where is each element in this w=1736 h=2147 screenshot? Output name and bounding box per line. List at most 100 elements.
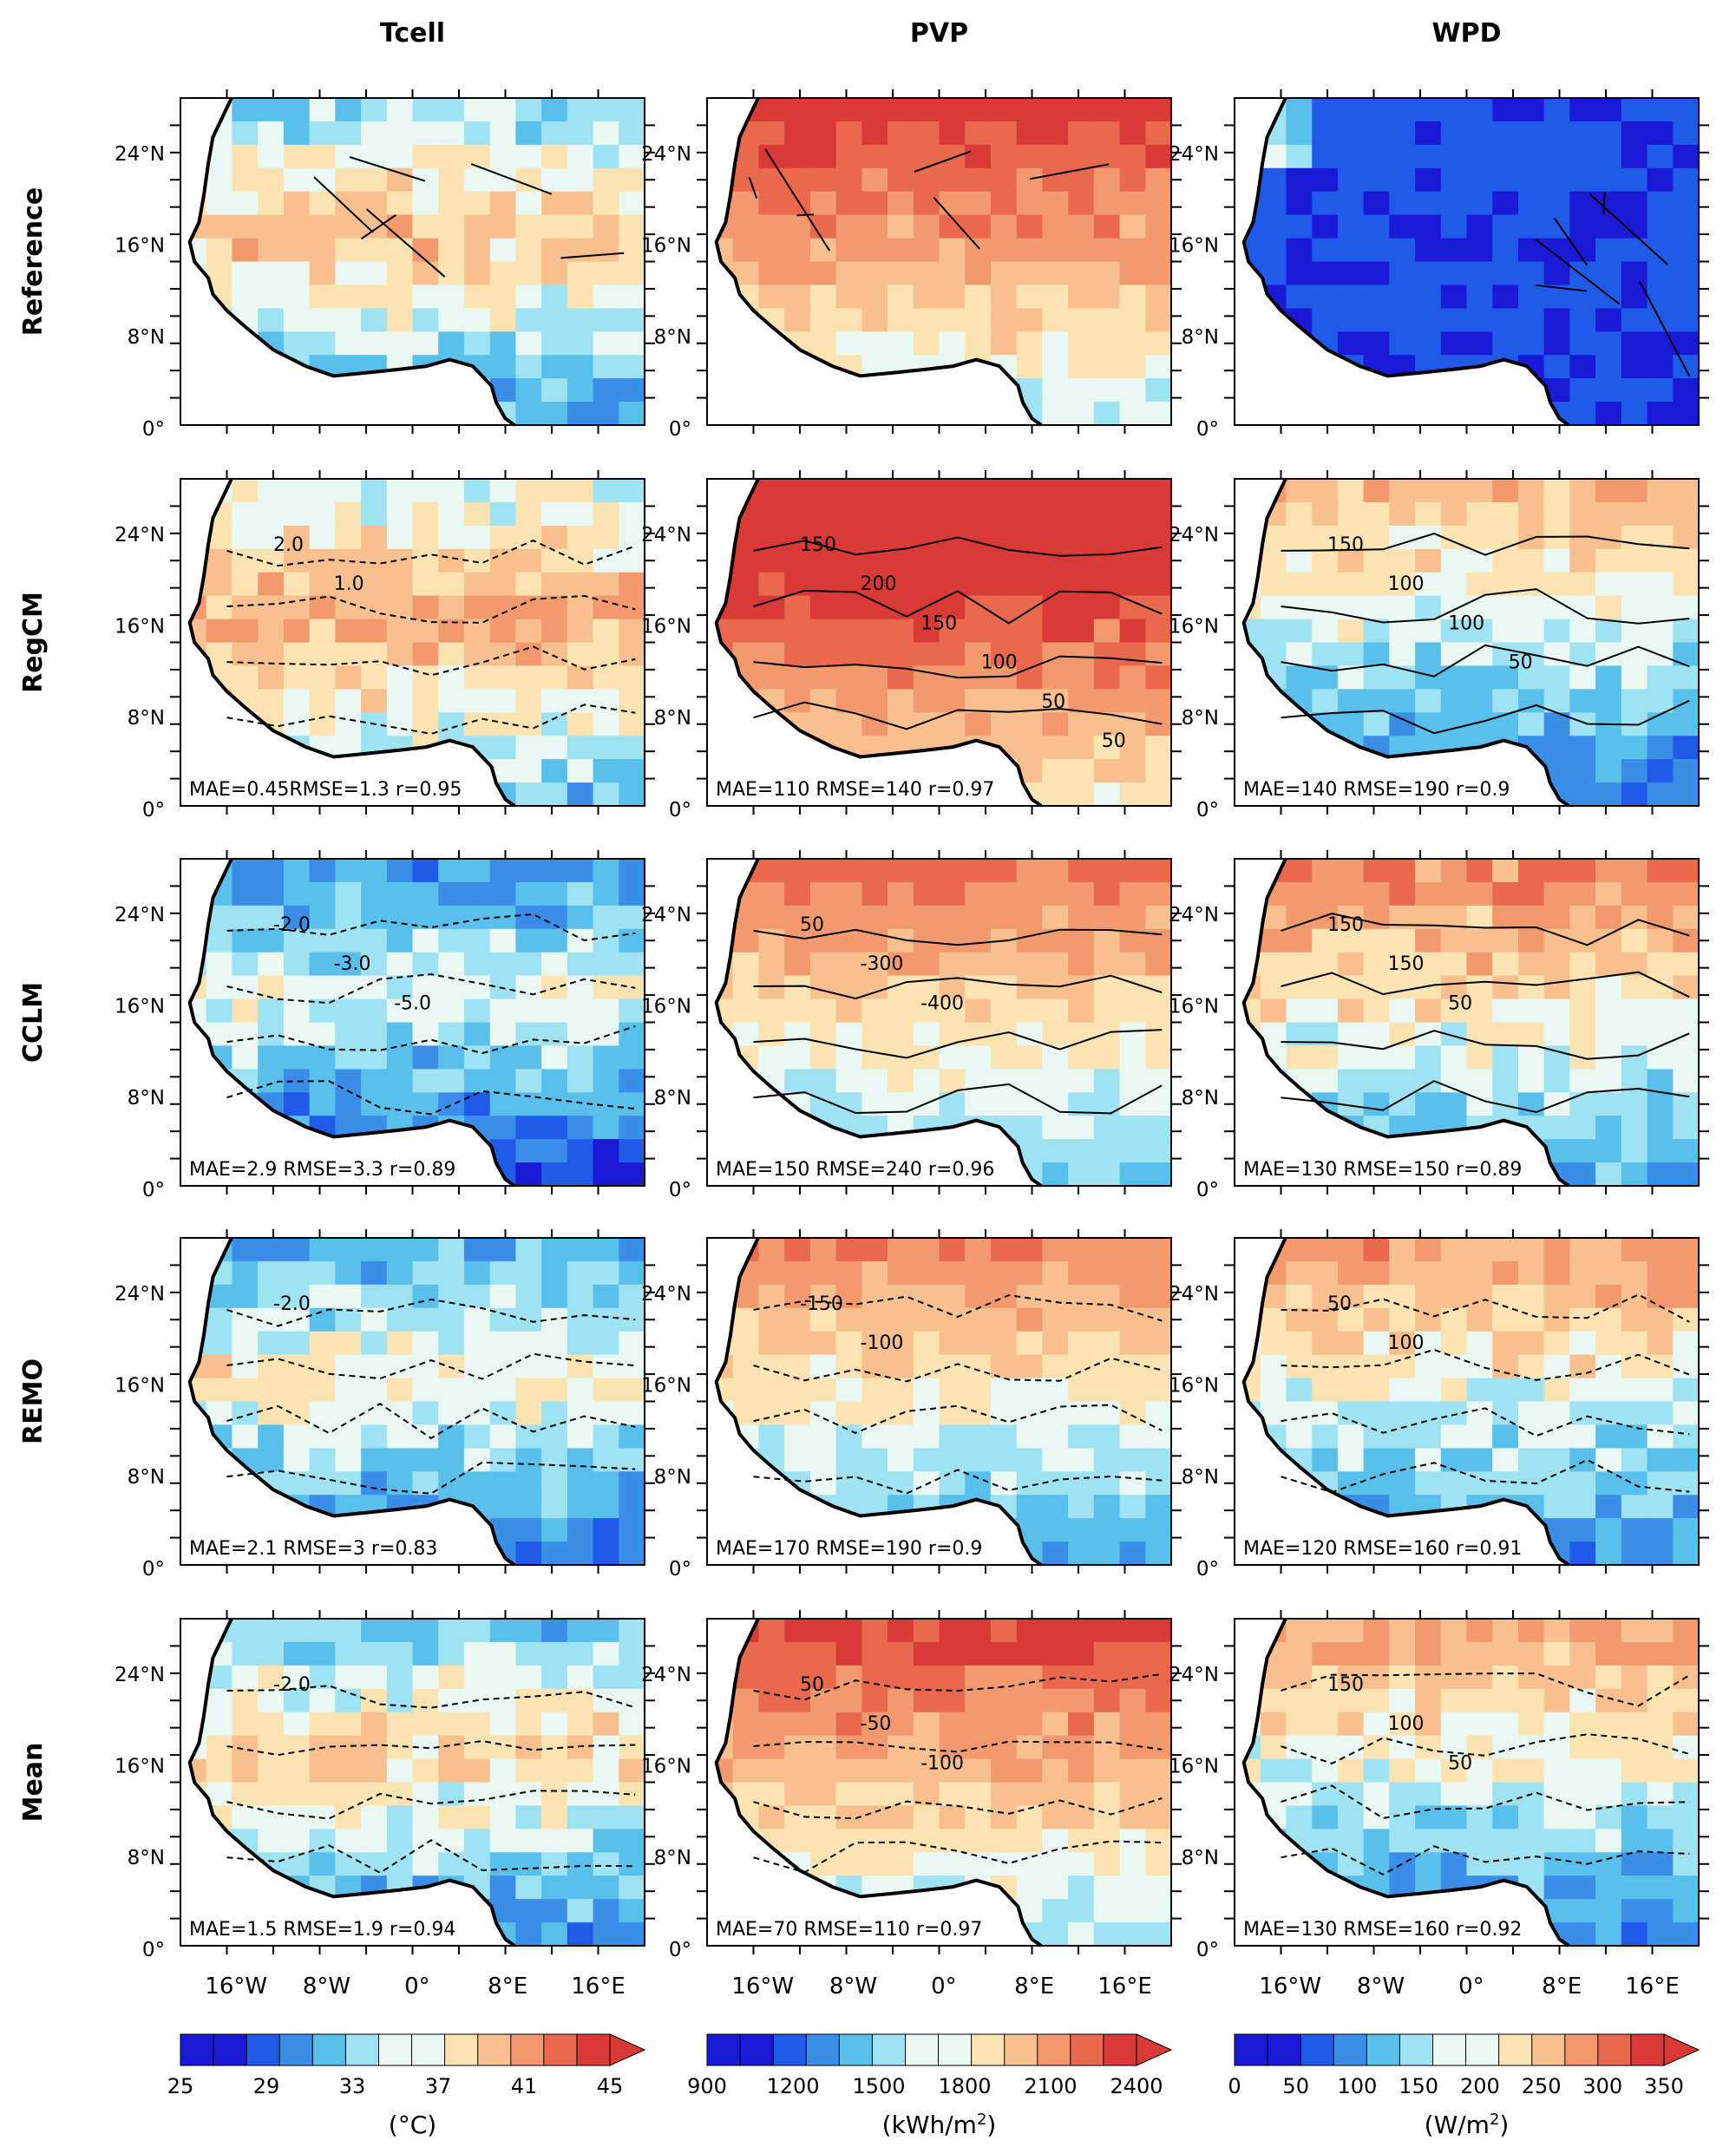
heat-cell: [784, 121, 811, 146]
contour-line: [753, 1740, 1163, 1753]
heat-cell: [463, 998, 491, 1024]
heat-cell: [861, 642, 888, 666]
heat-cell: [1543, 1829, 1570, 1853]
lat-tick-label: 24°N: [115, 1283, 165, 1306]
heat-cell: [1389, 975, 1416, 1000]
heat-cell: [463, 167, 491, 193]
heat-cell: [541, 1758, 568, 1784]
colorbar-swatch: [246, 2033, 281, 2066]
heat-cell: [1492, 642, 1519, 666]
heat-cell: [1042, 1424, 1069, 1449]
heat-cell: [1119, 1331, 1146, 1356]
heat-cell: [1440, 928, 1468, 953]
heat-cell: [283, 308, 311, 332]
contour-line: [226, 913, 636, 942]
heat-cell: [541, 1238, 568, 1262]
heat-cell: [361, 1688, 388, 1713]
heat-cell: [1415, 308, 1442, 332]
heat-cell: [593, 1116, 619, 1140]
heat-cell: [515, 1162, 542, 1187]
heat-cell: [1068, 1852, 1095, 1876]
colorbar-tick-label: 150: [1399, 2074, 1438, 2098]
heat-cell: [1119, 759, 1146, 783]
heat-cell: [489, 214, 516, 239]
heat-cell: [1016, 1471, 1043, 1496]
colorbar-swatch: [1399, 2033, 1434, 2066]
heat-cell: [1312, 859, 1339, 883]
heat-cell: [1093, 1260, 1121, 1286]
country-border: [1029, 163, 1110, 180]
heat-cell: [515, 501, 542, 527]
heat-cell: [489, 1852, 516, 1876]
heat-cell: [1363, 525, 1390, 550]
contour-label: 50: [800, 1674, 824, 1696]
heat-cell: [1569, 905, 1596, 930]
heat-cell: [593, 1424, 619, 1449]
heat-cell: [335, 191, 362, 216]
heat-cell: [1647, 642, 1674, 666]
heat-cell: [784, 98, 811, 122]
lat-tick-label: 0°: [1196, 799, 1219, 821]
heat-cell: [386, 1378, 414, 1403]
heat-cell: [861, 1688, 888, 1713]
heat-cell: [515, 619, 542, 644]
heat-cell: [1595, 121, 1622, 146]
heat-cell: [567, 975, 594, 1000]
heat-cell: [939, 1758, 966, 1784]
heat-cell: [1569, 479, 1596, 503]
heat-cell: [1647, 881, 1674, 907]
heat-cell: [861, 1307, 888, 1332]
lon-tick-label: 0°: [1458, 1974, 1484, 2000]
heat-cell: [567, 736, 594, 760]
heat-cell: [515, 859, 542, 883]
heat-cell: [965, 619, 992, 644]
heat-cell: [567, 121, 594, 146]
heat-cell: [1016, 1688, 1043, 1713]
heat-cell: [1312, 167, 1339, 193]
heat-cell: [835, 619, 862, 644]
heat-cell: [809, 998, 837, 1024]
heat-cell: [1260, 214, 1287, 239]
heat-cell: [1517, 1641, 1545, 1666]
heat-cell: [335, 1829, 362, 1853]
heat-cell: [888, 1852, 914, 1876]
heat-cell: [619, 144, 645, 169]
heat-cell: [1569, 1782, 1596, 1806]
heat-cell: [1621, 736, 1648, 760]
heat-cell: [1466, 1641, 1493, 1666]
heat-cell: [412, 665, 439, 690]
lon-tick-label: 16°W: [731, 1974, 794, 2000]
heat-cell: [1466, 1852, 1493, 1876]
row-label-reference: Reference: [18, 187, 49, 336]
colorbar-tick-label: 350: [1644, 2074, 1684, 2098]
heat-cell: [1492, 285, 1519, 309]
heat-cell: [1042, 144, 1069, 169]
heat-cell: [1145, 479, 1172, 503]
heat-cell: [1016, 1401, 1043, 1425]
heat-cell: [1312, 1619, 1339, 1643]
country-border: [313, 176, 374, 233]
heat-cell: [990, 1238, 1018, 1262]
heat-cell: [1119, 1518, 1146, 1542]
heat-cell: [232, 285, 259, 309]
lon-tick-label: 16°E: [571, 1974, 626, 2000]
heat-cell: [1337, 881, 1365, 907]
heat-cell: [1068, 285, 1095, 309]
heat-cell: [1145, 308, 1172, 332]
heat-cell: [1119, 378, 1146, 403]
heat-cell: [1093, 1665, 1121, 1690]
contour-label: -100: [861, 1332, 904, 1354]
heat-cell: [593, 1542, 619, 1566]
heat-cell: [1068, 1782, 1095, 1806]
heat-cell: [1286, 952, 1313, 977]
heat-cell: [1389, 1354, 1416, 1379]
heat-cell: [283, 525, 311, 550]
heat-cell: [309, 121, 336, 146]
heat-cell: [965, 285, 992, 309]
heat-cell: [386, 525, 414, 550]
lon-tick-label: 8°E: [488, 1974, 527, 2000]
heat-cell: [541, 378, 568, 403]
heat-cell: [965, 308, 992, 332]
heat-cell: [1016, 501, 1043, 527]
heat-cell: [1415, 331, 1442, 356]
